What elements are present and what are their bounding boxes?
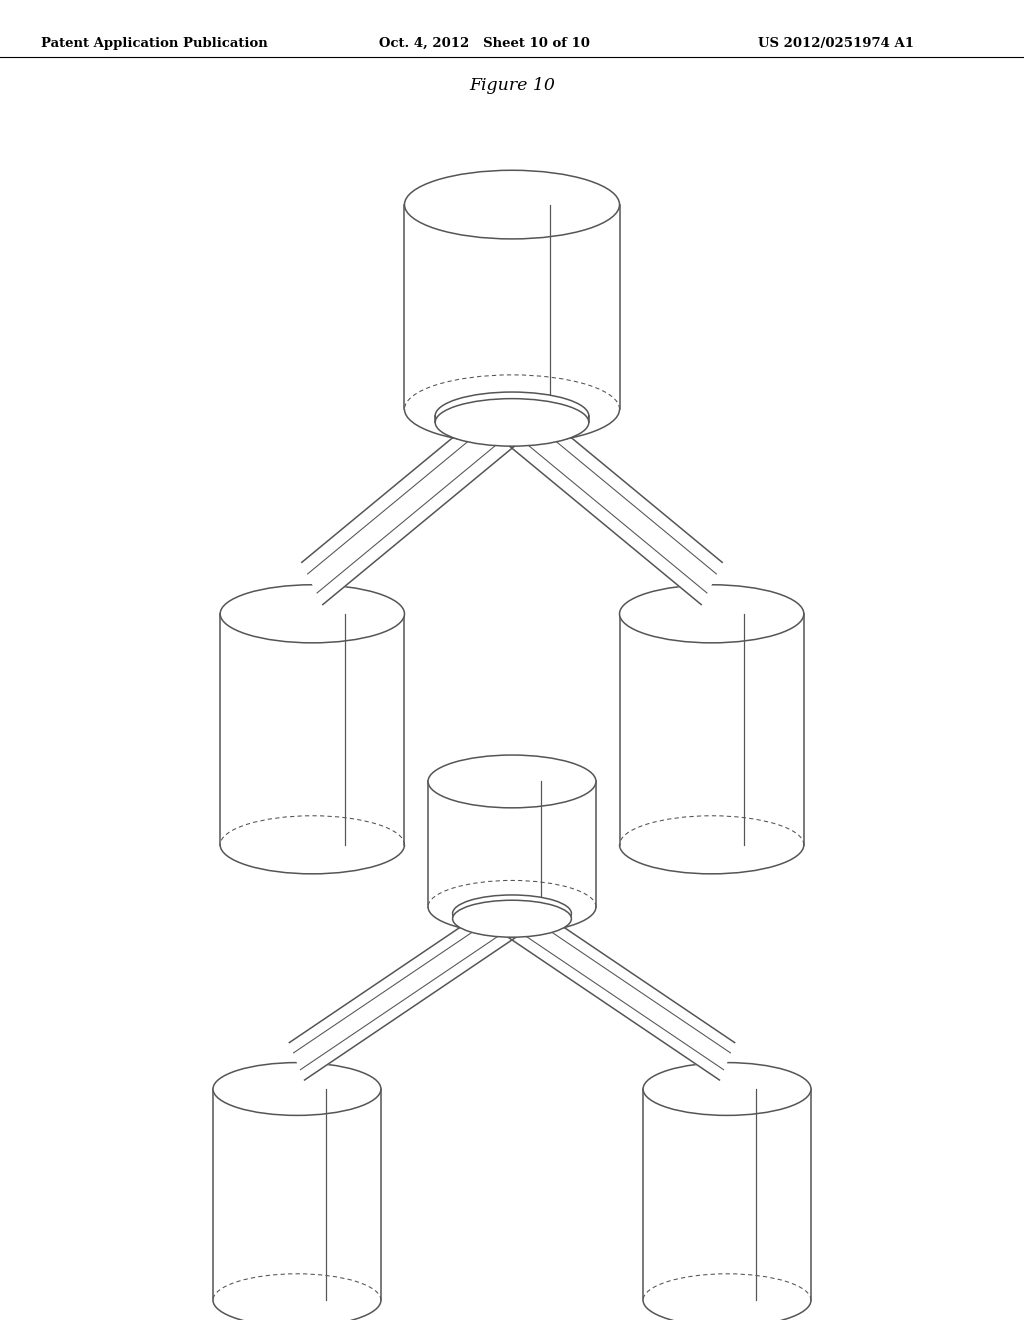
Ellipse shape	[435, 392, 589, 440]
Polygon shape	[505, 898, 734, 1080]
Bar	[213, 1089, 381, 1300]
Ellipse shape	[404, 170, 620, 239]
Text: US 2012/0251974 A1: US 2012/0251974 A1	[758, 37, 913, 50]
Bar	[643, 1089, 811, 1300]
Polygon shape	[290, 898, 519, 1080]
Ellipse shape	[453, 895, 571, 932]
Ellipse shape	[428, 755, 596, 808]
Ellipse shape	[620, 585, 804, 643]
Text: Oct. 4, 2012   Sheet 10 of 10: Oct. 4, 2012 Sheet 10 of 10	[379, 37, 590, 50]
Bar	[404, 205, 620, 409]
Bar	[453, 913, 571, 919]
Ellipse shape	[213, 1063, 381, 1115]
Ellipse shape	[220, 585, 404, 643]
Text: Patent Application Publication: Patent Application Publication	[41, 37, 267, 50]
Ellipse shape	[643, 1063, 811, 1115]
Polygon shape	[502, 397, 722, 605]
Bar	[435, 416, 589, 422]
Text: Figure 10: Figure 10	[469, 77, 555, 94]
Polygon shape	[302, 397, 522, 605]
Bar	[220, 614, 404, 845]
Ellipse shape	[453, 900, 571, 937]
Bar	[620, 614, 804, 845]
Ellipse shape	[435, 399, 589, 446]
Bar	[428, 781, 596, 907]
